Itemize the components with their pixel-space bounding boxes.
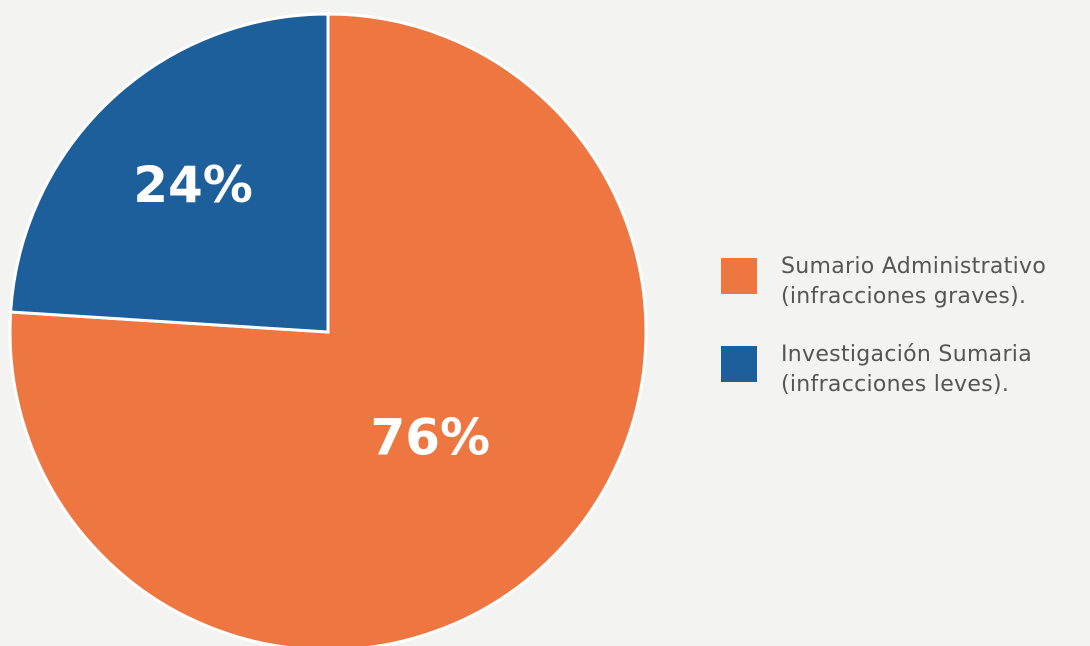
slice-label: 24% bbox=[133, 156, 253, 214]
slice-label: 76% bbox=[370, 408, 490, 466]
legend: Sumario Administrativo (infracciones gra… bbox=[721, 252, 1046, 428]
legend-label: Sumario Administrativo (infracciones gra… bbox=[781, 254, 1047, 309]
pie-slice bbox=[9, 12, 330, 334]
legend-swatch bbox=[721, 258, 757, 294]
legend-swatch bbox=[721, 346, 757, 382]
legend-item: Sumario Administrativo (infracciones gra… bbox=[721, 252, 1046, 312]
legend-label: Investigación Sumaria (infracciones leve… bbox=[781, 342, 1032, 397]
legend-item: Investigación Sumaria (infracciones leve… bbox=[721, 340, 1046, 400]
